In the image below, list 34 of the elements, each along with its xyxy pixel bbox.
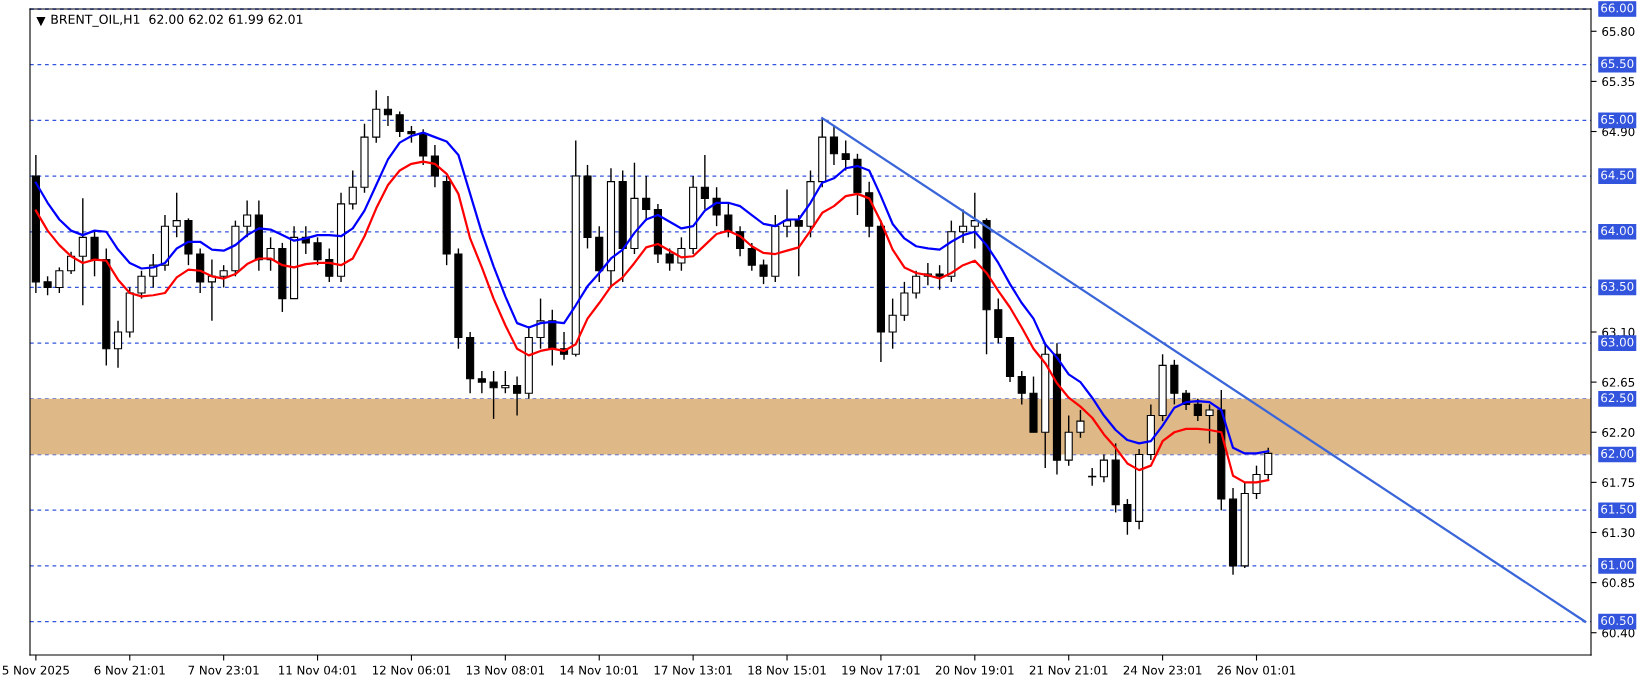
x-tick-label: 13 Nov 08:01 (466, 665, 545, 675)
x-tick-label: 11 Nov 04:01 (279, 665, 357, 675)
x-tick-label: 5 Nov 2025 (2, 665, 69, 675)
ref-line-label: 65.00 (1601, 114, 1634, 124)
ref-line-label: 61.50 (1601, 504, 1634, 514)
x-tick-label: 19 Nov 17:01 (842, 665, 920, 675)
ref-line-label: 60.50 (1601, 616, 1634, 626)
ref-line-label: 63.50 (1601, 281, 1634, 291)
x-tick-label: 14 Nov 10:01 (560, 665, 638, 675)
y-tick-label: 62.65 (1602, 377, 1635, 387)
y-tick-label: 60.85 (1602, 578, 1635, 588)
y-tick-label: 61.30 (1602, 528, 1635, 538)
x-tick-label: 26 Nov 01:01 (1217, 665, 1296, 675)
y-tick-label: 60.40 (1602, 628, 1635, 638)
x-tick-label: 12 Nov 06:01 (372, 665, 451, 675)
x-tick-label: 6 Nov 21:01 (94, 665, 165, 675)
x-tick-label: 24 Nov 23:01 (1123, 665, 1202, 675)
x-tick-label: 18 Nov 15:01 (748, 665, 826, 675)
x-tick-label: 7 Nov 23:01 (188, 665, 259, 675)
chart-title: BRENT_OIL,H1 62.00 62.02 61.99 62.01 (51, 14, 303, 27)
y-tick-label: 65.80 (1602, 27, 1635, 36)
ref-line-label: 62.00 (1601, 449, 1634, 458)
ref-line-label: 64.50 (1601, 170, 1634, 180)
ref-line-label: 66.00 (1601, 3, 1634, 13)
ref-line-label: 61.00 (1601, 560, 1634, 570)
x-tick-label: 21 Nov 21:01 (1029, 665, 1108, 675)
ref-line-label: 62.50 (1601, 393, 1634, 403)
x-tick-label: 20 Nov 19:01 (935, 665, 1014, 675)
ref-line-label: 65.50 (1601, 59, 1634, 69)
x-tick-label: 17 Nov 13:01 (654, 665, 732, 675)
y-tick-label: 62.20 (1602, 427, 1635, 437)
y-tick-label: 61.75 (1602, 478, 1635, 488)
y-tick-label: 65.35 (1602, 77, 1635, 87)
ref-line-label: 64.00 (1601, 226, 1634, 236)
